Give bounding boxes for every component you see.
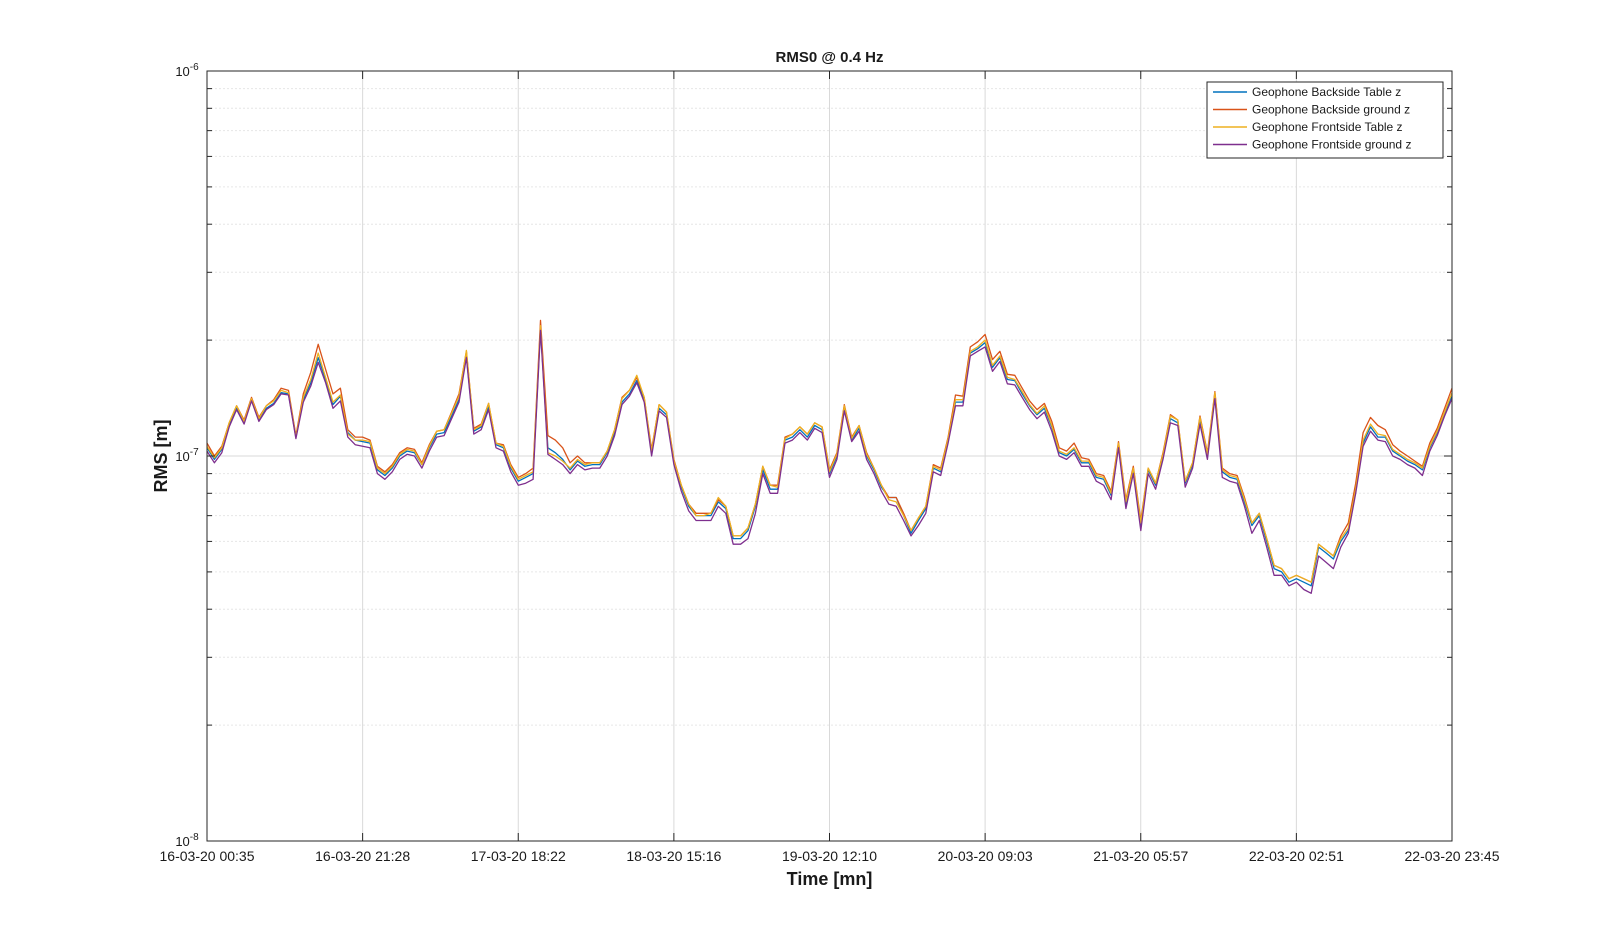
x-tick-label: 19-03-20 12:10: [782, 848, 877, 864]
x-tick-label: 20-03-20 09:03: [938, 848, 1033, 864]
x-tick-label: 16-03-20 21:28: [315, 848, 410, 864]
x-tick-label: 17-03-20 18:22: [471, 848, 566, 864]
y-tick-labels: 10-6 10-7 10-8: [175, 62, 199, 849]
series-line-4: [206, 329, 1453, 594]
series-lines: [206, 319, 1453, 594]
y-tick-label: 10-6: [175, 62, 199, 79]
legend: Geophone Backside Table z Geophone Backsi…: [1206, 81, 1444, 159]
y-axis-label: RMS [m]: [151, 420, 171, 493]
ticks: [206, 71, 1453, 841]
legend-label: Geophone Backside Table z: [1252, 85, 1401, 99]
series-line-3: [206, 325, 1453, 583]
x-axis-label: Time [mn]: [787, 869, 873, 889]
x-tick-label: 22-03-20 02:51: [1249, 848, 1344, 864]
legend-box: [1206, 81, 1444, 159]
y-tick-label: 10-8: [175, 832, 199, 849]
x-tick-label: 16-03-20 00:35: [160, 848, 255, 864]
x-tick-labels: 16-03-20 00:35 16-03-20 21:28 17-03-20 18:…: [160, 848, 1500, 864]
legend-label: Geophone Frontside Table z: [1252, 120, 1403, 134]
chart-title: RMS0 @ 0.4 Hz: [776, 49, 884, 66]
legend-label: Geophone Backside ground z: [1252, 103, 1410, 117]
legend-items: Geophone Backside Table z Geophone Backsi…: [1213, 85, 1411, 152]
y-tick-label: 10-7: [175, 447, 199, 464]
legend-label: Geophone Frontside ground z: [1252, 138, 1411, 152]
x-tick-label: 18-03-20 15:16: [626, 848, 721, 864]
x-tick-label: 22-03-20 23:45: [1405, 848, 1500, 864]
x-tick-label: 21-03-20 05:57: [1093, 848, 1188, 864]
